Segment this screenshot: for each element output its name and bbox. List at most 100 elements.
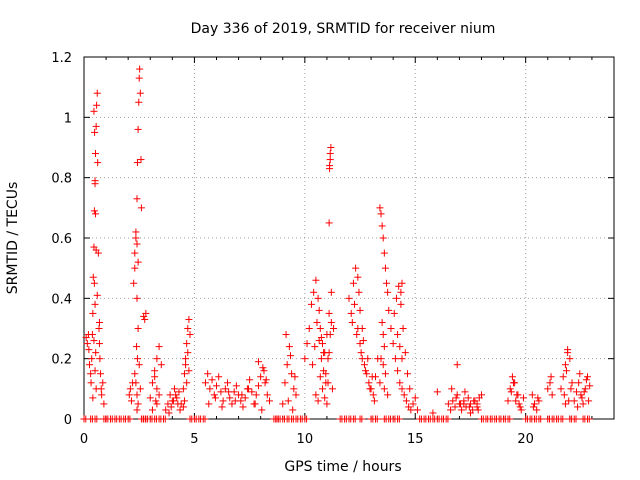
data-point xyxy=(317,334,325,342)
data-point xyxy=(133,240,141,248)
data-point xyxy=(92,349,100,357)
data-point xyxy=(218,403,226,411)
data-point xyxy=(389,340,397,348)
data-point xyxy=(559,373,567,381)
data-point xyxy=(266,397,273,405)
data-point xyxy=(369,391,377,399)
data-point xyxy=(169,397,177,405)
data-point xyxy=(246,376,254,384)
data-point xyxy=(515,400,523,408)
data-point xyxy=(453,361,461,369)
data-point xyxy=(547,373,555,381)
data-point xyxy=(321,394,329,402)
data-points xyxy=(80,65,594,423)
data-point xyxy=(135,98,143,106)
data-point xyxy=(564,346,572,354)
data-point xyxy=(402,397,410,405)
data-point xyxy=(258,406,266,414)
data-point xyxy=(225,388,233,396)
data-point xyxy=(473,400,481,408)
data-point xyxy=(377,355,385,363)
data-point xyxy=(327,318,335,326)
data-point xyxy=(464,394,472,402)
data-point xyxy=(142,309,150,317)
data-point xyxy=(380,385,388,393)
data-point xyxy=(319,385,326,393)
data-point xyxy=(451,403,459,411)
data-point xyxy=(359,337,367,345)
data-point xyxy=(379,361,387,369)
data-point xyxy=(155,343,163,351)
data-point xyxy=(580,388,588,396)
data-point xyxy=(327,288,335,296)
data-point xyxy=(134,125,142,133)
data-point xyxy=(566,355,574,363)
data-point xyxy=(379,331,387,339)
data-point xyxy=(89,309,97,317)
data-point xyxy=(173,394,181,402)
data-point xyxy=(396,379,404,387)
data-point xyxy=(86,361,94,369)
data-point xyxy=(206,385,214,393)
data-point xyxy=(378,318,386,326)
data-point-zero xyxy=(201,415,209,423)
data-point xyxy=(127,397,135,405)
data-point xyxy=(137,156,145,164)
data-point xyxy=(292,391,300,399)
data-point xyxy=(383,279,391,287)
data-point xyxy=(90,337,98,345)
data-point xyxy=(561,361,569,369)
data-point xyxy=(534,394,542,402)
data-point xyxy=(578,394,586,402)
data-point xyxy=(303,340,311,348)
data-point-zero xyxy=(303,415,311,423)
data-point xyxy=(429,409,437,417)
data-point xyxy=(447,406,455,414)
data-point xyxy=(411,394,419,402)
data-point xyxy=(572,388,580,396)
data-point xyxy=(137,204,145,212)
data-point xyxy=(245,385,253,393)
data-point xyxy=(131,264,139,272)
data-point xyxy=(91,300,99,308)
data-point-zero xyxy=(358,415,366,423)
data-point xyxy=(517,406,525,414)
data-point xyxy=(314,397,322,405)
data-point xyxy=(131,370,139,378)
data-point xyxy=(557,385,565,393)
data-point xyxy=(406,385,414,393)
data-point xyxy=(354,273,362,281)
data-point xyxy=(312,391,320,399)
data-point xyxy=(322,370,330,378)
data-point xyxy=(291,373,299,381)
data-point xyxy=(151,373,159,381)
data-point xyxy=(324,355,332,363)
data-point xyxy=(134,258,142,266)
data-point xyxy=(133,195,141,203)
data-point xyxy=(366,385,374,393)
y-tick-label: 0.8 xyxy=(51,172,72,187)
data-point xyxy=(179,403,187,411)
chart-title: Day 336 of 2019, SRMTID for receiver niu… xyxy=(191,21,496,37)
data-point xyxy=(165,409,173,417)
data-point xyxy=(324,379,332,387)
data-point xyxy=(529,403,537,411)
data-point xyxy=(232,382,240,390)
data-point xyxy=(180,397,188,405)
data-point xyxy=(363,370,371,378)
data-point xyxy=(167,403,175,411)
data-point xyxy=(89,394,97,402)
data-point xyxy=(325,309,333,317)
data-point xyxy=(133,159,141,167)
x-tick-label: 5 xyxy=(190,432,198,447)
data-point xyxy=(99,379,107,387)
data-point xyxy=(328,385,336,393)
data-point xyxy=(348,318,356,326)
data-point xyxy=(148,406,156,414)
data-point xyxy=(228,400,236,408)
data-point xyxy=(92,385,100,393)
data-point xyxy=(180,370,188,378)
data-point xyxy=(314,294,322,302)
data-point xyxy=(257,373,265,381)
data-point xyxy=(90,279,98,287)
